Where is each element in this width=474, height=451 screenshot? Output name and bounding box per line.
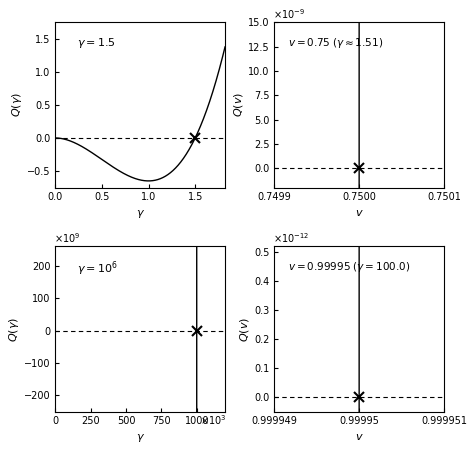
Text: $\times10^{-12}$: $\times10^{-12}$ [273, 231, 309, 245]
X-axis label: $v$: $v$ [355, 208, 364, 218]
Text: $v = 0.75\;(\gamma \approx 1.51)$: $v = 0.75\;(\gamma \approx 1.51)$ [288, 36, 383, 50]
X-axis label: $\gamma$: $\gamma$ [136, 208, 145, 220]
Text: $\times10^{-9}$: $\times10^{-9}$ [273, 7, 305, 21]
Y-axis label: $Q(\gamma)$: $Q(\gamma)$ [10, 92, 24, 117]
X-axis label: $v$: $v$ [355, 432, 364, 442]
Text: $\times10^{9}$: $\times10^{9}$ [54, 231, 80, 245]
Y-axis label: $Q(v)$: $Q(v)$ [238, 317, 251, 341]
Text: $\gamma = 10^6$: $\gamma = 10^6$ [77, 260, 118, 278]
Y-axis label: $Q(v)$: $Q(v)$ [232, 92, 245, 117]
X-axis label: $\gamma$: $\gamma$ [136, 432, 145, 444]
Text: $v = 0.99995\;(\gamma = 100.0)$: $v = 0.99995\;(\gamma = 100.0)$ [288, 260, 410, 274]
Text: $\gamma = 1.5$: $\gamma = 1.5$ [77, 36, 116, 50]
Text: $\times10^{3}$: $\times10^{3}$ [201, 413, 227, 427]
Y-axis label: $Q(\gamma)$: $Q(\gamma)$ [7, 317, 21, 341]
